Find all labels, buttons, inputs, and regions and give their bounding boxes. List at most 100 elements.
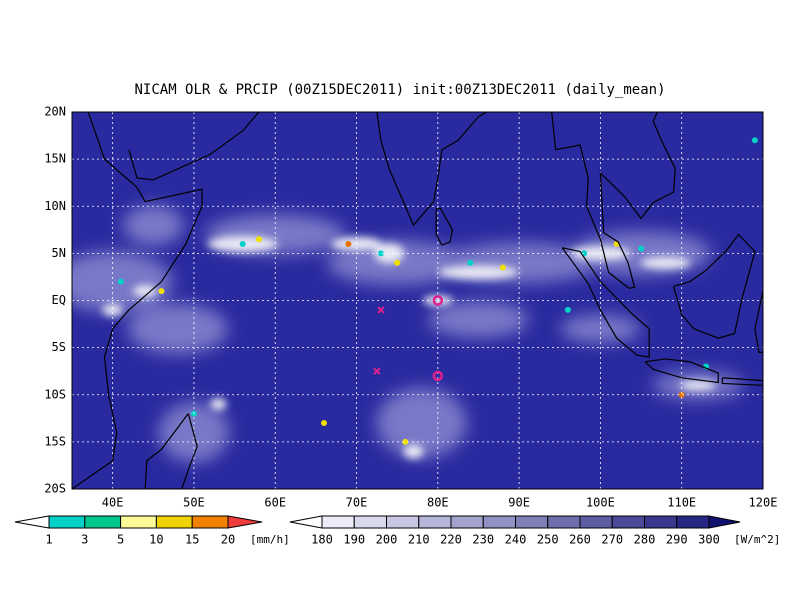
lat-label: EQ: [52, 293, 66, 307]
cloud: [123, 205, 184, 246]
colorbar-label: 230: [472, 533, 494, 547]
coastline: [435, 207, 454, 246]
axis-labels: 20N 15N 10N 5N EQ 5S 10S 15S 20S 40E 50E 60E 70E 80E 9…: [44, 105, 777, 510]
precip-cell: [638, 245, 645, 252]
precip-cell: [239, 240, 246, 247]
colorbar-label: 3: [81, 533, 88, 547]
precip-cell: [467, 259, 474, 266]
colorbar-box: [515, 515, 549, 529]
cloud: [428, 301, 529, 338]
colorbar-label: 220: [440, 533, 462, 547]
coastline: [721, 377, 763, 386]
colorbar-box: [482, 515, 516, 529]
colorbar-box: [120, 515, 157, 529]
precip-cell: [499, 264, 506, 271]
precip-cell: [402, 438, 409, 445]
colorbar-box: [547, 515, 581, 529]
coastline: [128, 112, 260, 181]
precip-cell: [377, 250, 384, 257]
coastline: [551, 112, 676, 289]
grid: [72, 112, 763, 489]
lon-label: 40E: [102, 496, 124, 510]
cloud-core: [133, 285, 158, 298]
lon-label: 60E: [264, 496, 286, 510]
cross-marker: [377, 306, 385, 314]
colorbar-label: 210: [408, 533, 430, 547]
markers: [373, 295, 444, 382]
colorbar-box: [48, 515, 86, 529]
map-title: NICAM OLR & PRCIP (00Z15DEC2011) init:00…: [134, 82, 665, 98]
coastline: [144, 413, 198, 489]
lat-label: 5S: [52, 340, 66, 354]
colorbar-label: 240: [505, 533, 527, 547]
precip-cell: [255, 236, 262, 243]
coastline: [644, 358, 719, 384]
colorbar-label: 180: [311, 533, 333, 547]
coastline: [376, 112, 487, 227]
colorbar-box: [321, 515, 355, 529]
colorbar-label: 260: [569, 533, 591, 547]
lat-label: 10N: [44, 199, 66, 213]
colorbar-unit: [W/m^2]: [734, 533, 780, 546]
colorbar-label: 200: [376, 533, 398, 547]
lon-label: 110E: [667, 496, 696, 510]
precip-cell: [564, 306, 571, 313]
colorbar-label: 5: [117, 533, 124, 547]
colorbar-end: [708, 515, 741, 529]
coastline: [672, 233, 756, 339]
lat-label: 20S: [44, 482, 66, 496]
precip-cell: [394, 259, 401, 266]
circle-marker: [432, 295, 444, 306]
cloud: [376, 388, 467, 459]
lon-label: 100E: [586, 496, 615, 510]
precip-cell: [678, 391, 685, 398]
cloud-core: [403, 444, 424, 459]
colorbar-label: 280: [634, 533, 656, 547]
cloud-core: [374, 243, 405, 264]
colorbar-label: 290: [666, 533, 688, 547]
colorbar-box: [418, 515, 452, 529]
cloud-core: [640, 256, 691, 269]
lat-label: 10S: [44, 387, 66, 401]
precip-cell: [158, 288, 165, 295]
colorbar-box: [191, 515, 229, 529]
colorbar-label: 300: [698, 533, 720, 547]
colorbar-end: [227, 515, 263, 529]
lon-label: 70E: [346, 496, 368, 510]
coastline: [762, 146, 763, 150]
colorbar-box: [611, 515, 645, 529]
colorbar-label: 250: [537, 533, 559, 547]
colorbar-end: [14, 515, 50, 529]
colorbar-box: [644, 515, 678, 529]
lon-label: 50E: [183, 496, 205, 510]
colorbars: 1 3 5 10 15 20 [mm/h] 180 190 200 210 220 230 240 250 2…: [14, 515, 780, 547]
colorbar-box: [353, 515, 387, 529]
coastline: [754, 290, 763, 353]
cross-marker: [373, 367, 381, 375]
colorbar-label: 1: [45, 533, 52, 547]
colorbar-label: 190: [343, 533, 365, 547]
cloud: [127, 303, 228, 354]
precip-cell: [117, 278, 124, 285]
precip-cell: [751, 137, 758, 144]
lat-label: 5N: [52, 246, 66, 260]
colorbar-box: [84, 515, 122, 529]
cloud-core: [210, 398, 227, 411]
colorbar-box: [676, 515, 710, 529]
colorbar-box: [579, 515, 613, 529]
precip-cell: [345, 240, 352, 247]
lon-label: 120E: [749, 496, 778, 510]
coastline: [72, 112, 203, 489]
colorbar-unit: [mm/h]: [250, 533, 290, 546]
lat-label: 15N: [44, 152, 66, 166]
lat-label: 20N: [44, 105, 66, 119]
coastline: [561, 247, 650, 358]
colorbar-label: 10: [149, 533, 163, 547]
colorbar-box: [155, 515, 193, 529]
map-frame: [71, 111, 764, 490]
colorbar-label: 270: [601, 533, 623, 547]
colorbar-end: [289, 515, 323, 529]
map-field: [72, 112, 763, 489]
